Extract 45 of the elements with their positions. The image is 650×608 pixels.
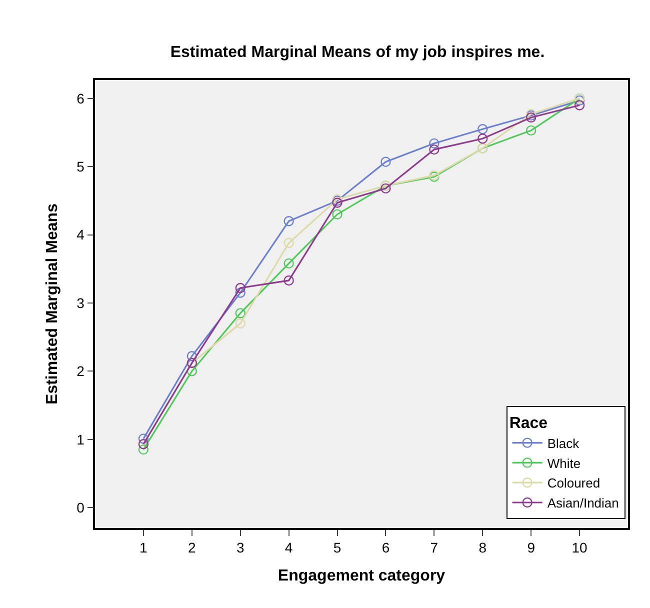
point [429, 144, 440, 155]
x-tick-label: 3 [236, 540, 244, 556]
x-tick-label: 4 [284, 540, 293, 556]
x-axis-title: Engagement category [278, 568, 446, 585]
x-tick-label: 2 [188, 540, 196, 556]
y-tick-label: 5 [76, 158, 85, 174]
legend-label: Coloured [547, 476, 600, 491]
point [478, 134, 488, 144]
point [478, 124, 488, 134]
x-tick-label: 1 [140, 540, 148, 556]
point [429, 138, 440, 149]
point [186, 351, 198, 362]
legend-label: Black [547, 436, 580, 451]
point [235, 282, 246, 294]
point [138, 434, 149, 444]
point [526, 125, 536, 136]
point [380, 183, 391, 194]
point [138, 444, 149, 455]
point [284, 258, 294, 269]
y-tick-label: 2 [76, 363, 85, 380]
point [235, 318, 246, 329]
point [284, 216, 294, 226]
legend-label: White [547, 456, 581, 471]
x-tick-label: 7 [430, 540, 438, 556]
y-tick-label: 1 [76, 431, 85, 448]
x-tick-label: 10 [572, 540, 588, 556]
y-tick-label: 0 [76, 499, 85, 516]
y-axis-title: Estimated Marginal Means [44, 203, 62, 404]
x-tick-label: 5 [333, 540, 342, 556]
point [284, 275, 294, 286]
point [574, 100, 585, 110]
point [380, 156, 391, 167]
x-tick-label: 6 [382, 540, 390, 556]
y-tick-label: 3 [76, 294, 85, 311]
legend-title: Race [509, 414, 548, 432]
legend-label: Asian/Indian [547, 496, 619, 511]
point [235, 308, 246, 318]
point [284, 238, 294, 248]
chart-title: Estimated Marginal Means of my job inspires me. [170, 44, 545, 61]
y-tick-label: 4 [76, 226, 85, 243]
point [235, 288, 246, 298]
point [332, 209, 342, 220]
y-tick-label: 6 [76, 90, 85, 106]
x-tick-label: 8 [478, 540, 487, 556]
x-tick-label: 9 [527, 540, 536, 556]
